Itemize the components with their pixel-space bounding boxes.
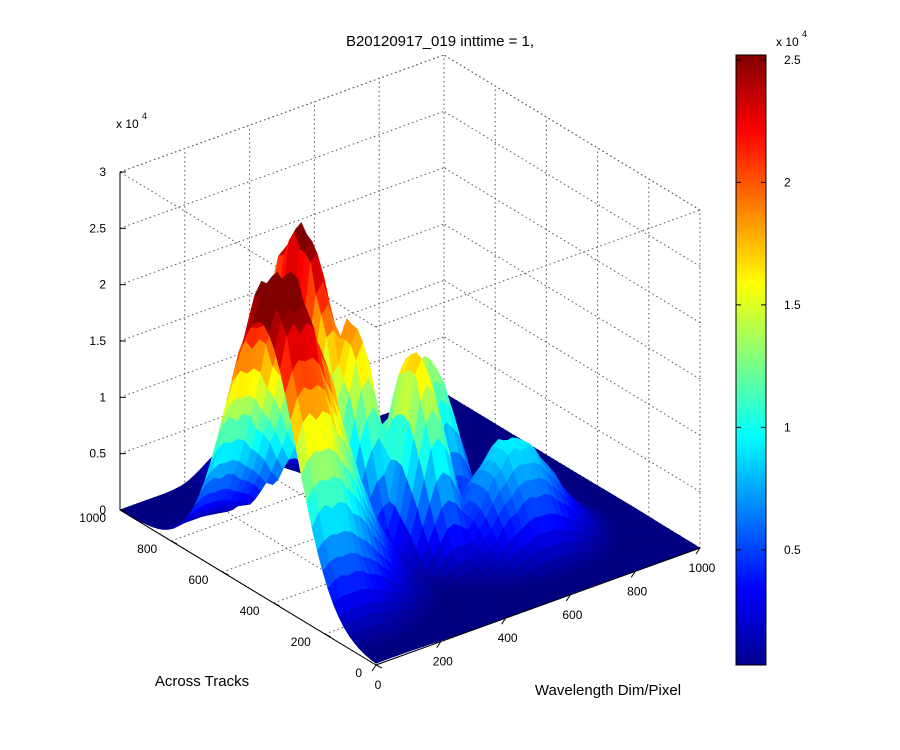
x-axis-line — [119, 509, 377, 666]
y-tick-mark — [565, 594, 571, 602]
y-tick-mark — [371, 664, 377, 672]
grid-line — [119, 110, 445, 229]
x-tick-label: 800 — [137, 542, 157, 556]
surface-plot — [119, 222, 701, 664]
y-tick-label: 400 — [498, 631, 518, 645]
x-tick-mark — [222, 571, 229, 576]
colorbar-tick-label: 2.5 — [784, 53, 801, 67]
colorbar-ticks: 0.5 1 1.5 2 2.5 — [736, 53, 801, 557]
y-axis-line — [375, 547, 701, 666]
x-tick-mark — [273, 602, 280, 607]
z-tick-label: 1 — [99, 390, 106, 404]
box-edge — [443, 54, 701, 211]
x-tick-label: 200 — [291, 635, 311, 649]
svg-text:x 10: x 10 — [116, 117, 139, 131]
svg-text:4: 4 — [142, 111, 147, 121]
y-tick-mark — [630, 571, 636, 578]
z-tick-label: 1.5 — [89, 334, 106, 348]
z-tick-label: 0.5 — [89, 447, 106, 461]
y-axis-label: Wavelength Dim/Pixel — [535, 682, 681, 699]
y-tick-mark — [501, 617, 507, 625]
y-tick-label: 1000 — [689, 561, 716, 575]
z-tick-label: 2.5 — [89, 221, 106, 235]
x-tick-mark — [375, 664, 383, 669]
colorbar-tick-label: 2 — [784, 175, 791, 189]
y-tick-label: 200 — [433, 655, 453, 669]
grid-line — [443, 336, 701, 493]
y-tick-label: 800 — [627, 584, 647, 598]
grid-line — [119, 167, 445, 286]
chart-title: B20120917_019 inttime = 1, — [346, 33, 534, 50]
y-tick-label: 600 — [562, 608, 582, 622]
axes: 020040060080010000200400600800100000.511… — [79, 165, 715, 692]
colorbar: 0.5 1 1.5 2 2.5 x 10 4 — [735, 29, 807, 666]
z-tick-label: 2 — [99, 278, 106, 292]
colorbar-gradient — [735, 54, 767, 666]
svg-text:x 10: x 10 — [776, 35, 799, 49]
grid-line — [443, 279, 701, 436]
x-axis-label: Across Tracks — [155, 673, 249, 690]
y-tick-mark — [695, 547, 701, 555]
colorbar-tick-label: 1 — [784, 420, 791, 434]
y-tick-mark — [436, 641, 442, 648]
z-tick-label: 0 — [99, 503, 106, 517]
x-tick-label: 600 — [188, 573, 208, 587]
colorbar-tick-label: 0.5 — [784, 543, 801, 557]
box-edge — [119, 54, 445, 173]
grid-line — [443, 110, 701, 267]
y-tick-label: 0 — [375, 678, 382, 692]
box-edge — [375, 209, 701, 328]
x-tick-label: 400 — [240, 604, 260, 618]
surface-patch — [370, 656, 384, 664]
x-tick-label: 0 — [355, 666, 362, 680]
grid-line — [443, 167, 701, 324]
z-tick-label: 3 — [99, 165, 106, 179]
x-tick-mark — [170, 540, 178, 545]
svg-text:4: 4 — [802, 29, 807, 39]
colorbar-tick-label: 1.5 — [784, 298, 801, 312]
box-edge — [119, 171, 377, 328]
x-tick-label: 1000 — [79, 511, 106, 525]
x-tick-mark — [324, 633, 332, 638]
grid-line — [443, 223, 701, 380]
z-exponent-label: x 10 4 — [116, 111, 147, 131]
